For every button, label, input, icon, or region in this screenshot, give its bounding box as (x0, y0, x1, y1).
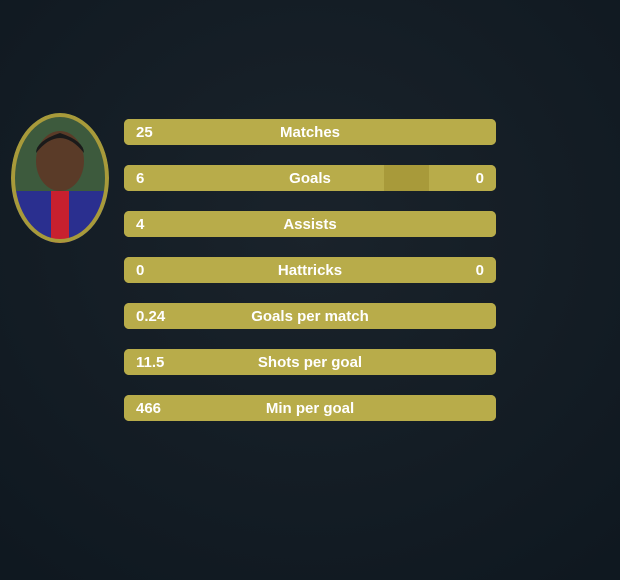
stat-label: Matches (280, 124, 340, 141)
stat-bar-text: 0.24 Goals per match (124, 303, 496, 329)
stat-bar: 25 Matches (124, 119, 496, 145)
stat-bar: 11.5 Shots per goal (124, 349, 496, 375)
stat-left-value: 6 (136, 170, 144, 187)
avatar-illustration (11, 113, 109, 243)
stat-label: Goals per match (251, 308, 369, 325)
stat-label: Shots per goal (258, 354, 362, 371)
stat-bar: 6 Goals 0 (124, 165, 496, 191)
stat-right-value: 0 (476, 170, 484, 187)
stat-bar-text: 0 Hattricks 0 (124, 257, 496, 283)
player1-avatar (11, 113, 109, 243)
background (0, 0, 620, 580)
stat-bar: 4 Assists (124, 211, 496, 237)
stat-bar-text: 25 Matches (124, 119, 496, 145)
stat-bar: 0.24 Goals per match (124, 303, 496, 329)
stat-bar: 0 Hattricks 0 (124, 257, 496, 283)
stat-bar-text: 11.5 Shots per goal (124, 349, 496, 375)
stat-bar-text: 4 Assists (124, 211, 496, 237)
stat-label: Min per goal (266, 400, 354, 417)
stat-left-value: 4 (136, 216, 144, 233)
stat-left-value: 0.24 (136, 308, 165, 325)
stat-left-value: 25 (136, 124, 153, 141)
stat-right-value: 0 (476, 262, 484, 279)
stat-label: Goals (289, 170, 331, 187)
stat-left-value: 466 (136, 400, 161, 417)
stat-label: Assists (283, 216, 336, 233)
stat-label: Hattricks (278, 262, 342, 279)
stat-bar-text: 6 Goals 0 (124, 165, 496, 191)
stat-bar-text: 466 Min per goal (124, 395, 496, 421)
stat-left-value: 11.5 (136, 354, 164, 371)
stat-left-value: 0 (136, 262, 144, 279)
stat-bar: 466 Min per goal (124, 395, 496, 421)
